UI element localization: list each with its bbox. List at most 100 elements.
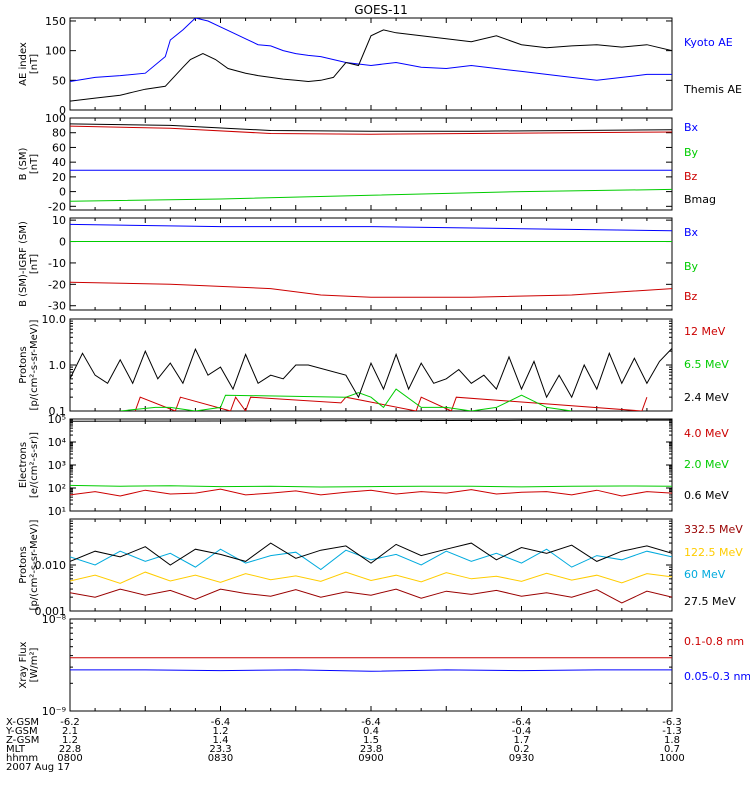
footer-value: 1.8: [664, 735, 680, 746]
y-tick-label: 10⁵: [48, 413, 66, 426]
y-axis-label: Protons: [18, 546, 29, 583]
y-tick-label: 100: [45, 112, 66, 125]
footer-value: 0.7: [664, 744, 680, 755]
series-line-27-5-mev: [70, 542, 672, 566]
footer-value: 23.8: [360, 744, 382, 755]
y-tick-label: -20: [48, 278, 66, 291]
panel-frame: [69, 418, 673, 512]
series-line-12-mev: [134, 396, 648, 411]
y-axis-label: Protons: [18, 346, 29, 383]
footer-value: 0.4: [363, 726, 379, 737]
y-axis-label: [p/(cm²-s-sr-MeV)]: [29, 319, 40, 410]
y-axis-label: Xray Flux: [18, 641, 29, 688]
y-axis-label: [W/m²]: [29, 647, 40, 682]
series-line-2-0-mev: [70, 484, 672, 488]
y-tick-label: 50: [52, 74, 66, 87]
footer-value: -6.4: [512, 717, 532, 728]
series-line-bmag: [70, 123, 672, 132]
footer-value: 1.2: [213, 726, 229, 737]
panel-frame: [69, 117, 673, 211]
y-tick-label: 0.1: [49, 405, 67, 418]
legend-label: Bmag: [684, 193, 716, 206]
footer-row-label: Z-GSM: [6, 735, 39, 746]
y-tick-label: 0: [59, 186, 66, 199]
figure-title: GOES-11: [354, 3, 408, 17]
footer-value: 22.8: [59, 744, 81, 755]
series-line-60-mev: [70, 548, 672, 571]
y-axis-label: [p/(cm²-s-sr-MeV)]: [29, 519, 40, 610]
series-line-332-5-mev: [70, 588, 672, 604]
footer-value: 0.2: [514, 744, 530, 755]
y-axis-label: AE index: [18, 42, 29, 86]
y-tick-label: 0: [59, 104, 66, 117]
footer-value: -6.4: [211, 717, 231, 728]
y-tick-label: 0.010: [35, 559, 67, 572]
legend-label: 27.5 MeV: [684, 595, 736, 608]
y-tick-label: 100: [45, 45, 66, 58]
y-tick-label: 80: [52, 127, 66, 140]
panel-6: 0.001 0.010 Protons [p/(cm²-s-sr-MeV)] 332.5…: [18, 518, 743, 618]
y-tick-label: 60: [52, 141, 66, 154]
legend-label: 0.05-0.3 nm: [684, 670, 750, 683]
series-line-2-4-mev: [70, 347, 672, 399]
footer-row-label: Y-GSM: [5, 726, 38, 737]
panel-5: 10¹ 10² 10³ 10⁴ 10⁵ Electrons [e/(cm²-s-sr)] 4.…: [18, 413, 729, 518]
y-axis-label: [e/(cm²-s-sr)]: [29, 432, 40, 498]
footer-value: 0800: [57, 753, 82, 764]
footer-value: 0830: [208, 753, 233, 764]
series-line-4-0-mev: [70, 488, 672, 497]
legend-label: Themis AE: [683, 83, 742, 96]
footer-value: -6.4: [361, 717, 381, 728]
legend-label: 6.5 MeV: [684, 358, 729, 371]
legend-label: Bz: [684, 290, 698, 303]
series-line-0-6-mev: [70, 419, 672, 422]
legend-label: 0.6 MeV: [684, 489, 729, 502]
footer-value: -6.2: [60, 717, 80, 728]
legend-label: 2.0 MeV: [684, 458, 729, 471]
legend-label: Bz: [684, 170, 698, 183]
legend-label: Bx: [684, 226, 699, 239]
y-tick-label: 40: [52, 156, 66, 169]
footer-value: 1.4: [213, 735, 229, 746]
footer-value: 1.5: [363, 735, 379, 746]
y-axis-label: [nT]: [29, 254, 40, 274]
panel-frame: [69, 618, 673, 712]
panel-frame: [69, 217, 673, 311]
footer-value: -0.4: [512, 726, 532, 737]
footer-row-label: hhmm: [6, 753, 38, 764]
legend-label: 332.5 MeV: [684, 523, 743, 536]
y-tick-label: 10³: [48, 459, 66, 472]
panel-4: 0.1 1.0 10.0 Protons [p/(cm²-s-sr-MeV)] 12 Me…: [18, 313, 729, 418]
y-axis-label: B (SM)-IGRF (SM): [18, 221, 29, 307]
legend-label: By: [684, 146, 699, 159]
legend-label: Bx: [684, 121, 699, 134]
footer-value: 2.1: [62, 726, 78, 737]
footer-value: 0900: [358, 753, 383, 764]
series-line-kyoto-ae: [70, 18, 672, 82]
y-tick-label: 10⁴: [48, 436, 67, 449]
y-tick-label: -30: [48, 300, 66, 313]
y-tick-label: 20: [52, 171, 66, 184]
y-axis-label: Electrons: [18, 442, 29, 488]
legend-label: 0.1-0.8 nm: [684, 635, 744, 648]
series-line-122-5-mev: [70, 571, 672, 584]
footer-value: 1.2: [62, 735, 78, 746]
series-line-themis-ae: [70, 29, 672, 102]
footer-row-label: 2007 Aug 17: [6, 762, 70, 773]
panel-frame: [69, 17, 673, 111]
footer-value: -6.3: [662, 717, 682, 728]
y-tick-label: -20: [48, 200, 66, 213]
legend-label: 122.5 MeV: [684, 546, 743, 559]
y-axis-label: [nT]: [29, 54, 40, 74]
legend-label: Kyoto AE: [684, 36, 733, 49]
legend-label: 2.4 MeV: [684, 391, 729, 404]
y-tick-label: -10: [48, 257, 66, 270]
series-line-by: [70, 188, 672, 202]
panel-7: 10⁻⁹ 10⁻⁸ Xray Flux [W/m²] 0.1-0.8 nm 0.05-0.…: [18, 613, 750, 718]
panel-3: -30 -20 -10 0 10 B (SM)-IGRF (SM) [nT] Bx By Bz: [18, 214, 699, 313]
panel-frame: [69, 518, 673, 612]
panel-1: 0 50 100 150 AE index [nT] Kyoto AE Themis AE: [18, 15, 742, 117]
y-tick-label: 0.001: [35, 605, 67, 618]
legend-label: 4.0 MeV: [684, 427, 729, 440]
